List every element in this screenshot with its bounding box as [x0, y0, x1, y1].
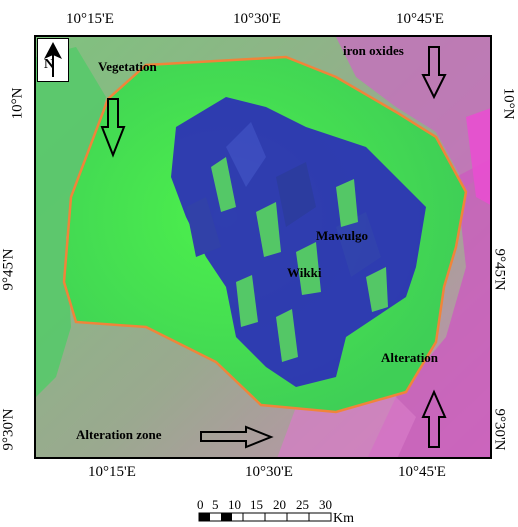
scale-tick-15: 15: [250, 497, 263, 512]
vegetation-streaks: [211, 157, 388, 362]
alteration-hotspot: [466, 108, 490, 205]
coord-bottom-1: 10°15'E: [88, 464, 136, 480]
coord-bottom-3: 10°45'E: [398, 464, 446, 480]
arrow-right-alteration-zone: [200, 425, 274, 449]
coord-right-3: 9°30'N: [491, 408, 508, 451]
coord-left-1: 10°N: [9, 87, 26, 120]
scale-tick-5: 5: [212, 497, 219, 512]
north-arrow-letter: N: [44, 57, 55, 72]
scale-tick-0: 0: [197, 497, 204, 512]
arrows: [100, 46, 447, 449]
alteration-area-east: [367, 159, 490, 457]
coord-bottom-2: 10°30'E: [245, 464, 293, 480]
label-wikki: Wikki: [287, 265, 322, 280]
label-vegetation: Vegetation: [98, 59, 157, 74]
coord-left-2: 9°45'N: [0, 248, 17, 291]
north-arrow: N: [37, 38, 69, 82]
map-imagery: [36, 37, 490, 457]
north-arrow-icon: [44, 42, 62, 77]
arrow-down-vegetation: [100, 98, 126, 158]
scale-tick-25: 25: [296, 497, 309, 512]
arrow-down-iron-oxides: [421, 46, 447, 100]
park-boundary: [62, 55, 468, 414]
scale-bar-graphic: [198, 512, 332, 522]
coord-left-3: 9°30'N: [0, 408, 17, 451]
scale-bar: 0 5 10 15 20 25 30 Km: [195, 497, 370, 527]
scale-unit: Km: [333, 511, 354, 526]
scale-tick-20: 20: [273, 497, 286, 512]
label-iron-oxides: iron oxides: [343, 43, 404, 58]
label-alteration-zone: Alteration zone: [76, 427, 162, 442]
scale-tick-30: 30: [319, 497, 332, 512]
scale-tick-labels: 0 5 10 15 20 25 30: [195, 497, 370, 512]
iron-oxide-area: [336, 37, 490, 187]
satellite-map: [34, 35, 492, 459]
coord-top-1: 10°15'E: [66, 11, 114, 27]
coord-right-1: 10°N: [500, 87, 517, 120]
coord-top-3: 10°45'E: [396, 11, 444, 27]
coord-top-2: 10°30'E: [233, 11, 281, 27]
scale-tick-10: 10: [228, 497, 241, 512]
label-alteration: Alteration: [381, 350, 439, 365]
dark-rock-patches: [171, 97, 426, 387]
arrow-up-alteration: [421, 389, 447, 448]
label-mawulgo: Mawulgo: [316, 228, 368, 243]
coord-right-2: 9°45'N: [491, 248, 508, 291]
